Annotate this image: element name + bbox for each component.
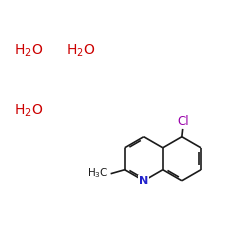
Text: N: N xyxy=(139,176,148,186)
Text: Cl: Cl xyxy=(177,115,189,128)
Text: H$_2$O: H$_2$O xyxy=(66,43,96,60)
Text: H$_2$O: H$_2$O xyxy=(14,103,43,120)
Text: H$_2$O: H$_2$O xyxy=(14,43,43,60)
Text: H$_3$C: H$_3$C xyxy=(87,166,108,180)
